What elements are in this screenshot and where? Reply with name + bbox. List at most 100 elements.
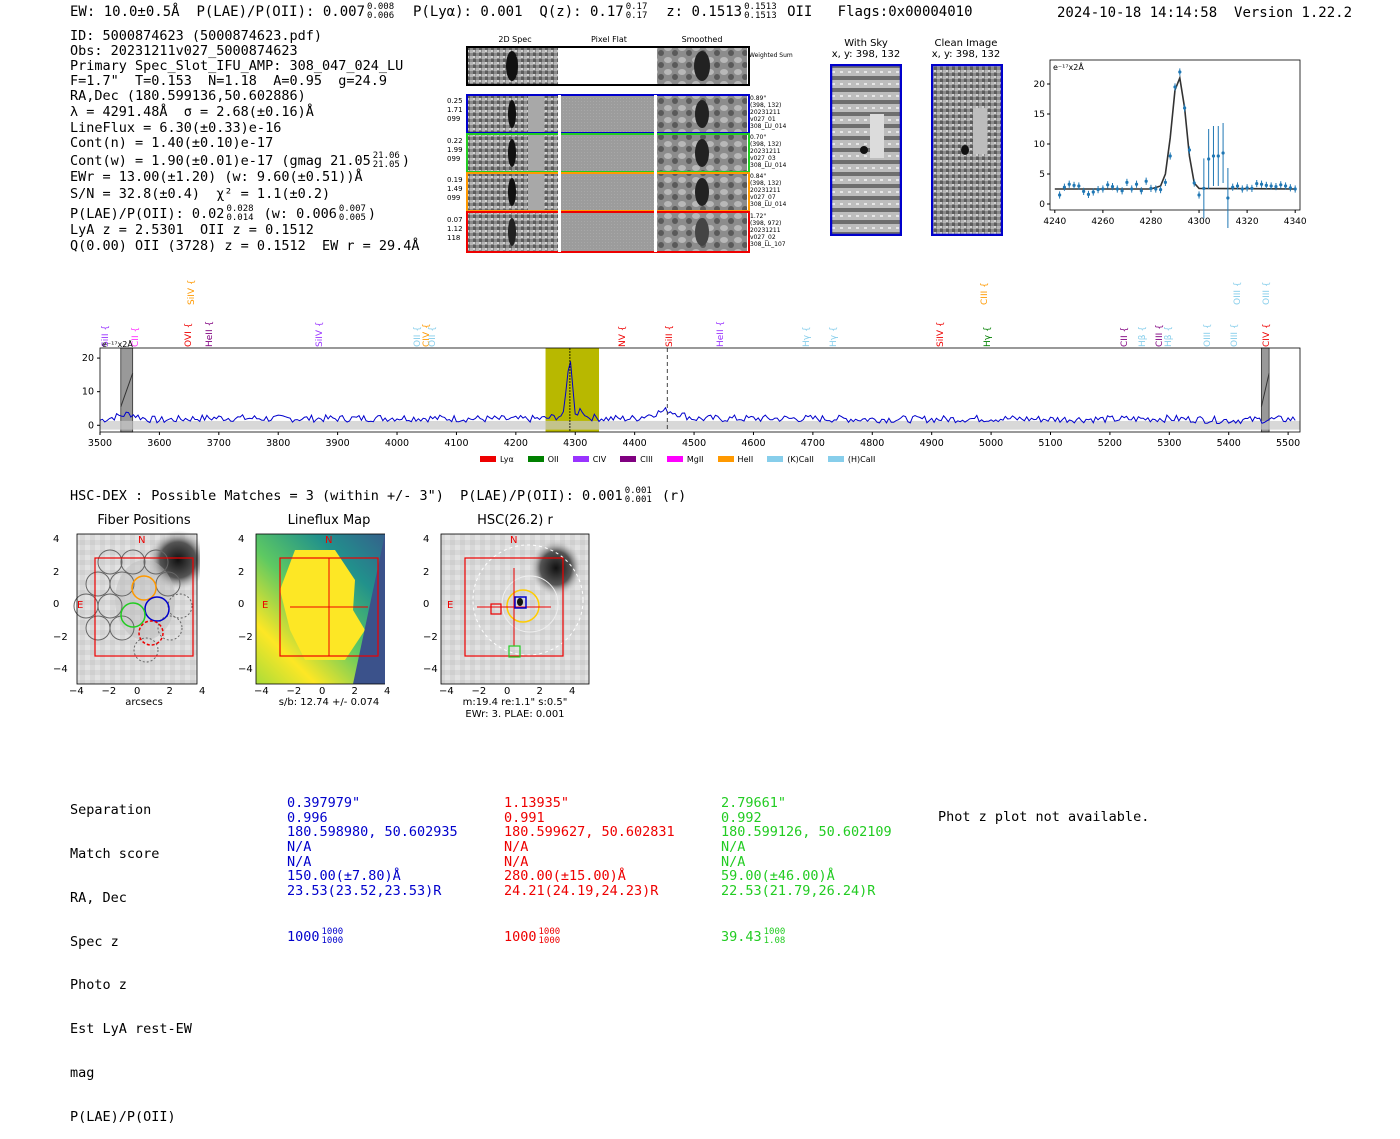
table-col-1: 0.397979" 0.996 180.598980, 50.602935 N/A N/… (287, 795, 458, 946)
zoom-data-point (1154, 187, 1158, 191)
zoom-data-point (1250, 186, 1254, 190)
line-label: CIII { (980, 282, 991, 305)
label-separation: Separation (70, 802, 152, 819)
zoom-xtick-label: 4260 (1091, 217, 1114, 227)
info-lambda: λ = 4291.48Å σ = 2.68(±0.16)Å (70, 104, 314, 120)
cutout-grid (466, 46, 750, 253)
hsc-ytick-label: 2 (53, 566, 60, 578)
spec-xtick-label: 4800 (860, 438, 884, 449)
label-match-score: Match score (70, 845, 160, 862)
legend-label: CIII (640, 454, 653, 464)
header-plya: P(Lyα): 0.001 (412, 4, 523, 20)
table-col-3: 2.79661" 0.992 180.599126, 50.602109 N/A N/A… (721, 795, 892, 946)
hsc-xtick-label: 0 (134, 686, 141, 697)
hsc-xtick-label: −2 (471, 686, 487, 697)
spec-xtick-label: 4700 (801, 438, 825, 449)
fiber-positions-panel (73, 530, 200, 685)
info-fparams: F=1.7" T=0.153 N=1.18 A=0.95 g=24.9 (70, 73, 387, 89)
legend-label: MgII (686, 454, 704, 464)
zoom-xtick-label: 4320 (1236, 217, 1259, 227)
photz-note: Phot z plot not available. (938, 809, 1150, 825)
info-sn: S/N = 32.8(±0.4) χ² = 1.1(±0.2) (70, 186, 331, 202)
zoom-fit-line (1054, 75, 1296, 190)
hsc-ytick-label: −4 (53, 664, 68, 675)
zoom-data-point (1221, 151, 1225, 155)
zoom-data-point (1106, 183, 1110, 187)
cutout-frame-red (466, 211, 750, 253)
hsc-title: HSC-DEX : Possible Matches = 3 (within +… (70, 488, 623, 504)
panel-title-lineflux: Lineflux Map (287, 513, 371, 528)
hsc-xtick-label: 2 (536, 686, 543, 697)
weighted-sum-flat (561, 48, 654, 84)
header-datetime: 2024-10-18 14:14:58 (1057, 5, 1218, 21)
spec-unit-label: e⁻¹⁷x2Å (102, 340, 133, 349)
info-ewr: EWr = 13.00(±1.20) (w: 9.60(±0.51))Å (70, 169, 363, 185)
zoom-frame (1049, 59, 1301, 211)
spec-xtick-label: 5100 (1038, 438, 1062, 449)
row2-right: 0.70" (398, 132) 20231211 v027_03 308_LU_014 (750, 134, 787, 169)
legend-swatch (572, 456, 589, 462)
zoom-ytick-label: 20 (1034, 80, 1046, 90)
spec-xtick-label: 3600 (147, 438, 171, 449)
panel-title-fiber: Fiber Positions (97, 513, 191, 528)
legend-item: MgII (666, 454, 704, 464)
legend-label: (H)CaII (847, 454, 876, 464)
label-mag: mag (70, 1064, 95, 1081)
legend-swatch (480, 456, 496, 462)
lya-highlight-band (545, 348, 600, 432)
fiber-e-label: E (77, 600, 84, 611)
full-spectrum-chart: 3500 3600 3700 3800 3900 4000 4100 4200 4300 4400… (82, 340, 1301, 449)
masked-hatch (120, 373, 134, 407)
zoom-data-point (1062, 185, 1067, 189)
zoom-data-point (1207, 157, 1211, 161)
hsc-xtick-label: 2 (351, 686, 358, 697)
hsc-ytick-label: 4 (53, 534, 60, 545)
info-contw: Cont(w) = 1.90(±0.01)e-17 (gmag 21.05 21.… (70, 151, 410, 170)
zoom-data-point (1077, 184, 1081, 188)
hsc-ytick-label: 2 (238, 566, 245, 578)
spec-xtick-label: 5300 (1157, 438, 1181, 449)
row4-right: 1.72" (398, 972) 20231211 v027_02 308_LL_107 (750, 213, 786, 248)
spec-xtick-label: 3900 (326, 438, 350, 449)
hsc-ytick-label: 4 (238, 534, 245, 545)
fiber-n-label: N (138, 535, 146, 546)
spec-xtick-label: 3500 (88, 438, 112, 449)
spec-xtick-label: 4000 (385, 438, 409, 449)
zoom-ytick-label: 10 (1034, 140, 1046, 150)
hsc-ytick-label: −2 (53, 631, 68, 643)
zoom-data-point (1096, 188, 1100, 192)
zoom-data-point (1293, 187, 1297, 191)
spectrum-frame (99, 347, 1301, 433)
zoom-data-point (1245, 186, 1249, 190)
error-band (100, 420, 1300, 430)
legend-swatch (620, 456, 637, 462)
cutout-row-2 (468, 135, 747, 171)
hsc-caption: m:19.4 re:1.1" s:0.5" EWr: 3. PLAE: 0.001 (462, 697, 568, 720)
cutout-row-3 (468, 174, 747, 210)
zoom-data-point (1192, 181, 1196, 185)
spec-xtick-label: 4100 (444, 438, 468, 449)
header-z-line: OII (787, 4, 813, 20)
row1-right: 0.89" (398, 132) 20231211 v027_01 308_LU_014 (750, 95, 787, 130)
hsc-ytick-label: −2 (423, 631, 438, 643)
header-qz: Q(z): 0.17 (539, 4, 624, 20)
legend-label: Lyα (500, 454, 514, 464)
hsc-ytick-label: 2 (423, 566, 430, 578)
table-col-2: 1.13935" 0.991 180.599627, 50.602831 N/A N/A… (504, 795, 675, 946)
hsc-e-label: E (447, 600, 454, 611)
zoom-data-point (1202, 186, 1206, 190)
lineflux-caption: s/b: 12.74 +/- 0.074 (278, 697, 380, 708)
hsc-xtick-label: −2 (286, 686, 302, 697)
spec-xtick-label: 5200 (1098, 438, 1122, 449)
legend-item: CIII (620, 455, 653, 464)
hsc-n-label: N (510, 535, 518, 546)
cutout-title-smoothed: Smoothed (681, 35, 723, 44)
zoom-data-point (1082, 189, 1086, 193)
clean-image-title: Clean Image x, y: 398, 132 (931, 38, 1001, 60)
zoom-data-point (1216, 154, 1220, 158)
hsc-xtick-label: −4 (439, 686, 454, 697)
row4-left: 0.07 1.12 118 (447, 216, 463, 242)
hsc-xtick-label: 0 (504, 686, 511, 697)
legend-item: Lyα (480, 455, 514, 464)
header-qz-stack: 0.17 0.17 (625, 2, 648, 21)
